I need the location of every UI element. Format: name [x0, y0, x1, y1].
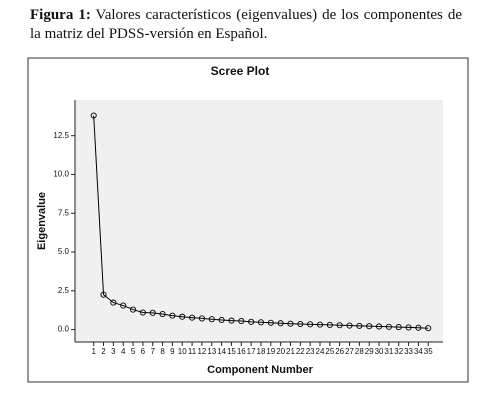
x-tick-label: 18 [257, 347, 266, 356]
data-point [366, 323, 373, 330]
y-tick-label: 5.0 [58, 247, 70, 256]
data-point [228, 317, 235, 324]
data-point [375, 323, 383, 330]
x-tick-label: 33 [404, 347, 413, 356]
x-tick-label: 6 [141, 347, 146, 356]
y-tick-label: 7.5 [58, 208, 70, 217]
x-tick-label: 30 [375, 347, 384, 356]
x-tick-label: 20 [276, 347, 285, 356]
data-point [110, 299, 117, 306]
data-point [425, 325, 432, 332]
x-tick-label: 21 [286, 347, 295, 356]
data-point [198, 315, 205, 322]
x-tick-label: 12 [197, 347, 206, 356]
y-axis-label: Eigenvalue [36, 192, 48, 250]
x-tick-label: 22 [296, 347, 305, 356]
x-tick-label: 32 [394, 347, 403, 356]
y-tick-label: 10.0 [53, 170, 69, 179]
x-tick-label: 5 [131, 347, 136, 356]
caption: Figura 1: Valores característicos (eigen… [30, 6, 462, 44]
data-point [395, 324, 402, 331]
x-tick-label: 1 [91, 347, 96, 356]
data-point [356, 322, 363, 329]
x-tick-label: 34 [414, 347, 423, 356]
x-tick-label: 11 [188, 347, 197, 356]
data-point [257, 319, 265, 326]
x-tick-label: 17 [247, 347, 256, 356]
x-tick-label: 9 [170, 347, 175, 356]
x-tick-label: 29 [365, 347, 374, 356]
data-point [238, 318, 245, 325]
data-point [189, 314, 196, 321]
data-point [277, 320, 284, 327]
data-point [159, 311, 166, 318]
x-tick-label: 2 [101, 347, 106, 356]
x-tick-label: 27 [345, 347, 354, 356]
data-point [90, 112, 97, 119]
caption-label: Figura 1: [30, 7, 91, 23]
data-point [179, 313, 186, 320]
x-tick-label: 7 [151, 347, 156, 356]
x-tick-label: 8 [160, 347, 165, 356]
data-point [208, 316, 215, 323]
data-point [326, 321, 333, 328]
chart-title: Scree Plot [211, 64, 270, 78]
x-tick-label: 31 [384, 347, 393, 356]
y-tick-label: 0.0 [58, 325, 70, 334]
x-tick-label: 16 [237, 347, 246, 356]
x-tick-label: 10 [178, 347, 187, 356]
data-point [248, 318, 255, 325]
data-point [385, 323, 392, 330]
x-tick-label: 3 [111, 347, 116, 356]
data-point [149, 309, 156, 316]
data-point [100, 291, 107, 298]
x-tick-label: 24 [316, 347, 325, 356]
data-point [415, 324, 422, 331]
plot-area [75, 100, 443, 342]
x-tick-label: 19 [266, 347, 275, 356]
data-point [267, 319, 274, 326]
series-line [93, 115, 429, 329]
x-tick-label: 35 [424, 347, 433, 356]
data-point [169, 312, 176, 319]
data-point [287, 320, 294, 327]
data-point [336, 322, 343, 329]
data-point [130, 306, 137, 313]
x-tick-label: 28 [355, 347, 364, 356]
y-tick-label: 2.5 [58, 286, 70, 295]
data-point [316, 321, 324, 328]
data-point [297, 320, 304, 328]
x-axis-label: Component Number [207, 364, 313, 376]
data-point [346, 322, 353, 329]
data-point [120, 302, 127, 309]
y-tick-label: 12.5 [53, 131, 69, 140]
data-point [405, 324, 412, 331]
data-point [218, 316, 225, 324]
x-tick-label: 4 [121, 347, 126, 356]
x-tick-label: 26 [335, 347, 344, 356]
x-tick-label: 15 [227, 347, 236, 356]
data-point [307, 321, 314, 328]
x-tick-label: 14 [217, 347, 226, 356]
data-point [139, 309, 146, 316]
x-tick-label: 23 [306, 347, 315, 356]
x-tick-label: 13 [207, 347, 216, 356]
caption-text: Valores característicos (eigenvalues) de… [30, 7, 463, 42]
x-tick-label: 25 [325, 347, 334, 356]
